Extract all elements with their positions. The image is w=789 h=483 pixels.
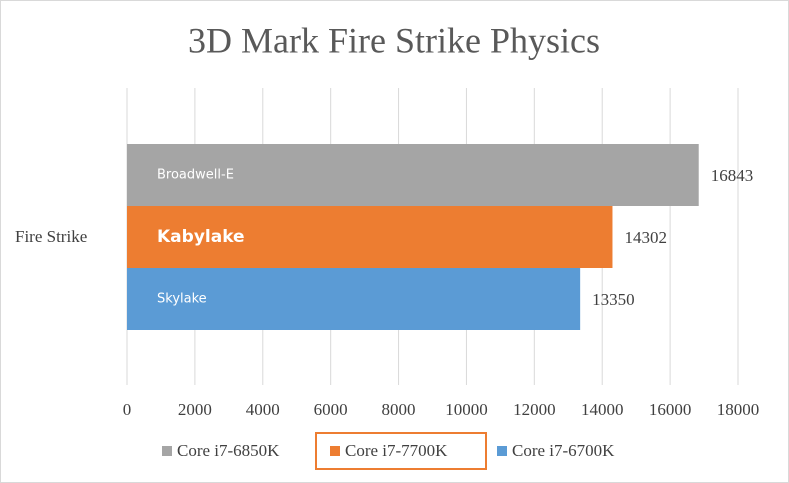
x-tick-label: 6000 [314,400,348,419]
x-tick-label: 10000 [445,400,488,419]
x-tick-label: 2000 [178,400,212,419]
y-tick-label: Fire Strike [15,227,87,246]
bar [127,144,699,206]
legend-label: Core i7-7700K [345,441,448,460]
bar-label: Skylake [157,292,207,307]
legend-label: Core i7-6850K [177,441,280,460]
bar [127,206,613,268]
legend-swatch [330,446,340,456]
legend-label: Core i7-6700K [512,441,615,460]
bar [127,268,581,330]
x-tick-label: 14000 [581,400,624,419]
legend-swatch [162,446,172,456]
x-tick-label: 16000 [649,400,692,419]
value-label: 16843 [711,166,754,185]
legend-swatch [497,446,507,456]
x-tick-label: 12000 [513,400,556,419]
value-label: 14302 [624,228,667,247]
chart-title: 3D Mark Fire Strike Physics [188,20,600,60]
x-tick-label: 0 [123,400,132,419]
x-tick-label: 18000 [717,400,760,419]
value-label: 13350 [592,290,635,309]
x-tick-label: 4000 [246,400,280,419]
bar-label: Kabylake [157,227,245,247]
bar-label: Broadwell-E [157,168,234,183]
legend-highlight [315,432,487,470]
x-tick-label: 8000 [382,400,416,419]
